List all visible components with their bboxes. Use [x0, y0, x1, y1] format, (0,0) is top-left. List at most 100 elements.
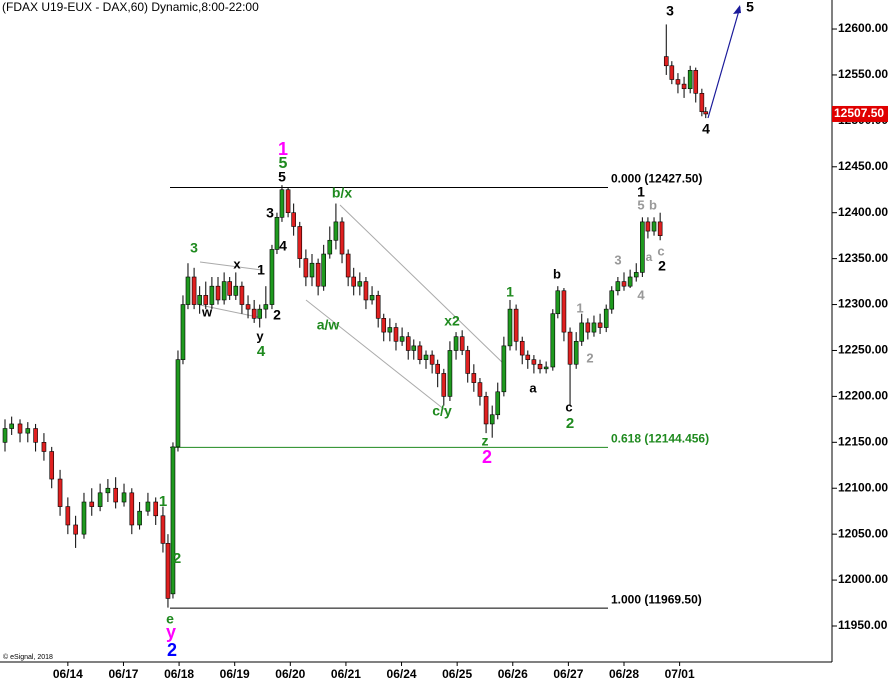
candle-body: [309, 262, 315, 278]
candle-body: [251, 308, 257, 319]
wave-label: 1: [159, 493, 167, 510]
candle-body: [81, 501, 87, 535]
level-label: 1.000 (11969.50): [611, 592, 702, 606]
candle-body: [441, 373, 447, 397]
candle-body: [435, 363, 440, 374]
candle-body: [303, 258, 309, 278]
candle-body: [531, 359, 537, 365]
wave-label: 4: [279, 238, 287, 254]
candle-body: [645, 221, 651, 232]
candle-body: [399, 336, 405, 342]
candle-body: [519, 340, 525, 356]
candle-body: [57, 478, 63, 507]
wave-label: 4: [257, 343, 266, 360]
candle-body: [165, 543, 171, 599]
candle-body: [9, 423, 14, 429]
candle-body: [621, 281, 627, 287]
wave-label: 2: [173, 550, 181, 567]
candle-body: [153, 501, 159, 517]
candle-body: [215, 285, 221, 301]
wave-label: 1: [278, 139, 288, 159]
candle-body: [567, 331, 573, 365]
candle-body: [363, 281, 369, 301]
candle-body: [339, 221, 345, 255]
candle-body: [121, 492, 127, 503]
wave-label: c/y: [432, 403, 452, 419]
candle-body: [41, 442, 47, 452]
wave-label: 1: [637, 184, 645, 200]
x-tick-label: 06/26: [498, 667, 528, 681]
wave-label: a: [529, 380, 537, 395]
y-tick-label: 12250.00: [838, 343, 888, 357]
x-tick-label: 06/21: [331, 667, 361, 681]
x-tick-label: 06/19: [220, 667, 250, 681]
x-tick-label: 06/28: [609, 667, 639, 681]
candle-body: [170, 446, 176, 595]
candle-body: [357, 281, 363, 287]
candle-body: [345, 253, 351, 278]
candle-body: [239, 285, 245, 305]
candle-body: [405, 336, 411, 351]
y-tick-label: 12200.00: [838, 389, 888, 403]
y-tick-label: 12150.00: [838, 434, 888, 448]
wave-label: 3: [190, 240, 198, 256]
last-price-box: [832, 105, 888, 122]
candle-body: [97, 492, 103, 507]
x-tick-label: 06/14: [53, 667, 83, 681]
candle-body: [591, 322, 597, 333]
candle-body: [160, 515, 166, 544]
candle-body: [185, 276, 191, 305]
candle-body: [459, 336, 465, 351]
candle-body: [651, 221, 657, 232]
y-tick-label: 12300.00: [838, 297, 888, 311]
channel-line: [339, 204, 506, 366]
y-tick-label: 12600.00: [838, 21, 888, 35]
wave-label: 5: [637, 197, 644, 212]
channel-line: [305, 299, 446, 411]
candle-body: [687, 70, 693, 90]
candle-body: [609, 290, 615, 310]
candle-body: [381, 318, 387, 333]
wave-label: b: [553, 266, 561, 281]
candle-body: [333, 221, 339, 241]
x-tick-label: 06/17: [108, 667, 138, 681]
candle-body: [640, 221, 645, 273]
candle-body: [245, 304, 251, 310]
wave-label: c: [565, 399, 572, 414]
level-label: 0.000 (12427.50): [611, 172, 702, 186]
wave-label: 5: [278, 169, 286, 185]
y-tick-label: 12350.00: [838, 251, 888, 265]
wave-label: 3: [666, 3, 674, 19]
chart-title: (FDAX U19-EUX - DAX,60) Dynamic,8:00-22:…: [2, 0, 259, 14]
candle-body: [351, 276, 357, 287]
wave-label: 1: [576, 300, 583, 315]
candle-body: [33, 428, 38, 443]
candle-body: [17, 423, 23, 434]
x-tick-label: 06/27: [553, 667, 583, 681]
candle-body: [175, 359, 181, 448]
candle-body: [113, 487, 118, 503]
candle-body: [321, 253, 326, 287]
candle-body: [525, 354, 531, 360]
candle-body: [429, 354, 435, 365]
candle-body: [369, 295, 375, 301]
candle-body: [703, 111, 709, 115]
candle-body: [693, 70, 699, 94]
candle-body: [233, 285, 239, 296]
candle-body: [501, 345, 507, 393]
candle-body: [297, 226, 303, 259]
wave-label: 2: [273, 307, 281, 323]
x-tick-label: 06/20: [275, 667, 305, 681]
wave-label: y: [256, 328, 264, 343]
candle-body: [633, 272, 639, 278]
candle-body: [550, 313, 556, 368]
x-tick-label: 06/18: [164, 667, 194, 681]
wave-label: 4: [702, 121, 710, 137]
candle-body: [257, 308, 263, 319]
level-label: 0.618 (12144.456): [611, 432, 709, 446]
wave-label: w: [201, 304, 213, 319]
y-tick-label: 12100.00: [838, 480, 888, 494]
plot-layer: [199, 5, 741, 411]
candle-body: [263, 304, 269, 310]
